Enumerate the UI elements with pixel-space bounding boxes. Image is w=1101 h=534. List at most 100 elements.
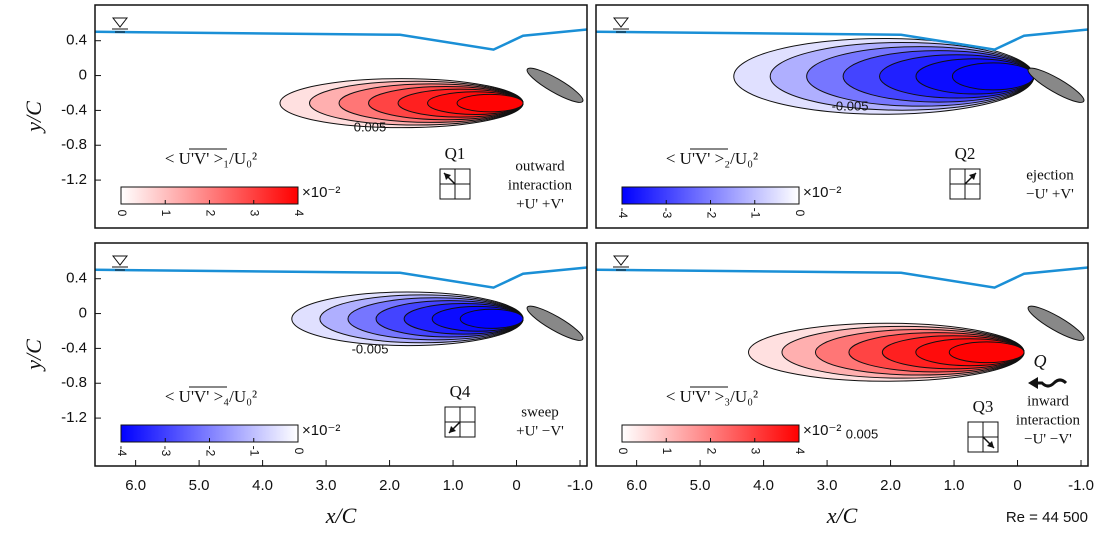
- free-surface: [595, 28, 1089, 51]
- colorbar-tick-label: -1: [749, 208, 763, 219]
- colorbar-label: < U'V' >₄/U₀²: [165, 387, 257, 406]
- hydrofoil: [526, 305, 584, 341]
- contour-label: 0.005: [354, 119, 387, 134]
- colorbar-tick-label: -1: [248, 446, 262, 457]
- flow-arrow: [1032, 378, 1068, 388]
- y-tick-label: 0: [79, 305, 87, 322]
- x-tick-label: 1.0: [443, 477, 464, 494]
- colorbar-label: < U'V' >₁/U₀²: [165, 149, 257, 168]
- x-tick-label: 0: [1013, 477, 1021, 494]
- quadrant-label: Q2: [955, 144, 976, 163]
- quadrant-description: interaction: [508, 177, 573, 193]
- colorbar-tick-label: 2: [704, 448, 718, 455]
- colorbar-tick-label: 1: [159, 210, 173, 217]
- colorbar-tick-label: -2: [704, 208, 718, 219]
- colorbar-tick-label: -4: [616, 208, 630, 219]
- x-tick-label: 6.0: [626, 477, 647, 494]
- surface-symbol: [612, 17, 630, 33]
- free-surface: [94, 266, 588, 289]
- colorbar-exponent: ×10⁻²: [302, 422, 340, 439]
- contour-label: 0.005: [846, 426, 879, 441]
- quadrant-label: Q3: [973, 397, 994, 416]
- free-surface: [94, 28, 588, 51]
- x-axis-title: x/C: [325, 503, 357, 528]
- colorbar-exponent: ×10⁻²: [803, 184, 841, 201]
- colorbar-label: < U'V' >₂/U₀²: [666, 149, 758, 168]
- panel: 6.0 5.0 4.0 3.0 2.0 1.0 0 -1.0 x/C Re = 44 500 < U…: [595, 242, 1094, 528]
- x-tick-label: 4.0: [252, 477, 273, 494]
- colorbar-tick-label: 4: [793, 448, 807, 455]
- x-axis-title: x/C: [826, 503, 858, 528]
- quadrant-description: interaction: [1016, 412, 1081, 428]
- free-surface: [595, 266, 1089, 289]
- panel-frame: [595, 242, 1089, 467]
- panel-frame: [595, 4, 1089, 229]
- quadrant-description: +U' −V': [516, 423, 564, 439]
- contour-label: -0.005: [832, 98, 869, 113]
- colorbar-tick-label: 0: [793, 210, 807, 217]
- y-tick-label: -0.4: [61, 339, 87, 356]
- colorbar-tick-label: 3: [749, 448, 763, 455]
- colorbar-tick-label: 0: [292, 448, 306, 455]
- x-tick-label: 6.0: [125, 477, 146, 494]
- y-axis-title: y/C: [21, 339, 46, 372]
- quadrant-description: sweep: [521, 404, 559, 420]
- x-tick-label: 5.0: [690, 477, 711, 494]
- x-tick-label: 4.0: [753, 477, 774, 494]
- x-tick-label: -1.0: [1068, 477, 1094, 494]
- surface-symbol: [111, 255, 129, 271]
- y-tick-label: 0.4: [66, 32, 87, 49]
- colorbar-tick-label: 3: [248, 210, 262, 217]
- y-tick-label: -0.8: [61, 374, 87, 391]
- panel: 0.4 0 -0.4 -0.8 -1.2 y/C 6.0 5.0 4.0 3.0 2.0 1.0 0 -1…: [21, 242, 593, 528]
- x-tick-label: 3.0: [316, 477, 337, 494]
- note: Re = 44 500: [1006, 509, 1088, 526]
- hydrofoil: [526, 67, 584, 103]
- x-tick-label: 5.0: [189, 477, 210, 494]
- colorbar-tick-label: 4: [292, 210, 306, 217]
- quadrant-description: ejection: [1026, 167, 1074, 183]
- x-tick-label: 3.0: [817, 477, 838, 494]
- colorbar-tick-label: -3: [159, 446, 173, 457]
- quadrant-description: +U' +V': [516, 196, 564, 212]
- arrow-head: [987, 441, 994, 448]
- quadrant-description: −U' −V': [1024, 431, 1072, 447]
- y-axis-title: y/C: [21, 101, 46, 134]
- flow-label: Q: [1034, 351, 1047, 371]
- flow-arrow-head: [1028, 377, 1038, 389]
- surface-symbol: [612, 255, 630, 271]
- x-tick-label: 0: [512, 477, 520, 494]
- contour-level: [456, 93, 524, 113]
- x-tick-label: -1.0: [567, 477, 593, 494]
- x-tick-label: 2.0: [880, 477, 901, 494]
- colorbar-tick-label: -3: [660, 208, 674, 219]
- colorbar-tick-label: -4: [115, 446, 129, 457]
- x-tick-label: 2.0: [379, 477, 400, 494]
- colorbar-tick-label: 1: [660, 448, 674, 455]
- colorbar-tick-label: 0: [616, 448, 630, 455]
- y-tick-label: 0.4: [66, 270, 87, 287]
- panel-frame: [94, 242, 588, 467]
- panel-frame: [94, 4, 588, 229]
- y-tick-label: -1.2: [61, 409, 87, 426]
- y-tick-label: -0.8: [61, 136, 87, 153]
- colorbar-exponent: ×10⁻²: [302, 184, 340, 201]
- arrow-head: [444, 173, 451, 180]
- colorbar-exponent: ×10⁻²: [803, 422, 841, 439]
- quadrant-description: inward: [1027, 393, 1069, 409]
- contour-level: [948, 341, 1025, 364]
- quadrant-description: outward: [515, 158, 565, 174]
- x-tick-label: 1.0: [944, 477, 965, 494]
- contour-label: -0.005: [352, 341, 389, 356]
- arrow-head: [969, 173, 976, 180]
- surface-symbol: [111, 17, 129, 33]
- quadrant-label: Q1: [445, 144, 466, 163]
- y-tick-label: 0: [79, 67, 87, 84]
- colorbar-tick-label: -2: [203, 446, 217, 457]
- arrow-head: [449, 426, 456, 433]
- quadrant-description: −U' +V': [1026, 186, 1074, 202]
- quadrant-label: Q4: [450, 382, 471, 401]
- hydrofoil: [1027, 305, 1085, 341]
- y-tick-label: -1.2: [61, 171, 87, 188]
